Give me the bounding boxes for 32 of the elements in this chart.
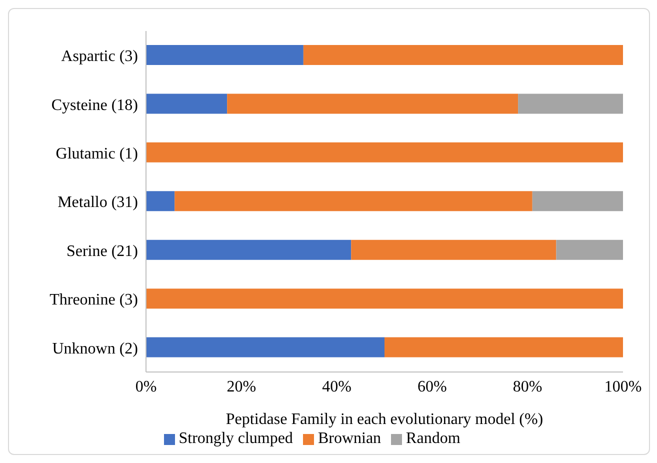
legend-label: Strongly clumped: [178, 430, 293, 447]
x-tick-label: 20%: [226, 378, 256, 396]
bar: [146, 240, 352, 260]
legend-label: Random: [406, 430, 460, 447]
y-tick-label: Threonine (3): [50, 292, 138, 309]
bar: [351, 240, 556, 260]
x-tick-label: 100%: [604, 378, 642, 396]
y-tick-label: Serine (21): [66, 242, 138, 260]
y-tick-label: Glutamic (1): [56, 145, 138, 162]
y-tick-label: Unknown (2): [52, 340, 138, 358]
x-axis-title: Peptidase Family in each evolutionary model (%): [226, 411, 544, 428]
bar: [174, 191, 532, 212]
bar: [146, 94, 228, 114]
bar: [146, 191, 175, 212]
bar: [384, 337, 623, 358]
bar: [227, 94, 518, 114]
bar: [146, 337, 384, 358]
x-tick-label: 80%: [512, 378, 542, 396]
x-tick-label: 0%: [135, 378, 157, 396]
x-tick-label: 60%: [418, 378, 447, 396]
bar: [146, 142, 623, 162]
bar: [146, 288, 623, 309]
legend-label: Brownian: [318, 430, 382, 447]
bar: [303, 45, 623, 65]
y-tick-label: Cysteine (18): [51, 96, 138, 114]
y-tick-label: Aspartic (3): [61, 48, 138, 66]
x-tick-label: 40%: [322, 378, 352, 396]
bar: [146, 45, 304, 65]
bar: [532, 191, 623, 212]
y-tick-label: Metallo (31): [58, 194, 138, 212]
bar: [556, 240, 623, 260]
bar: [518, 94, 623, 114]
